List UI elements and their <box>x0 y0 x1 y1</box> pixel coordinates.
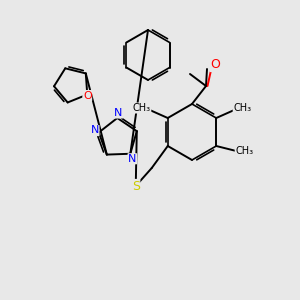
Text: S: S <box>132 179 140 193</box>
Text: CH₃: CH₃ <box>233 103 251 113</box>
Text: N: N <box>128 154 136 164</box>
Text: CH₃: CH₃ <box>133 103 151 113</box>
Text: N: N <box>91 125 99 136</box>
Text: CH₃: CH₃ <box>235 146 253 156</box>
Text: N: N <box>114 108 122 118</box>
Text: O: O <box>210 58 220 71</box>
Text: O: O <box>83 91 92 100</box>
